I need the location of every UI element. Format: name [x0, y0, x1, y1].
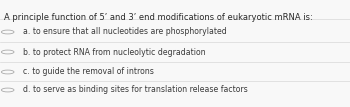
Text: a. to ensure that all nucleotides are phosphorylated: a. to ensure that all nucleotides are ph… — [23, 27, 226, 36]
Text: d. to serve as binding sites for translation release factors: d. to serve as binding sites for transla… — [23, 85, 247, 94]
Text: b. to protect RNA from nucleolytic degradation: b. to protect RNA from nucleolytic degra… — [23, 48, 205, 56]
Text: c. to guide the removal of introns: c. to guide the removal of introns — [23, 68, 154, 77]
Text: A principle function of 5’ and 3’ end modifications of eukaryotic mRNA is:: A principle function of 5’ and 3’ end mo… — [4, 13, 313, 22]
